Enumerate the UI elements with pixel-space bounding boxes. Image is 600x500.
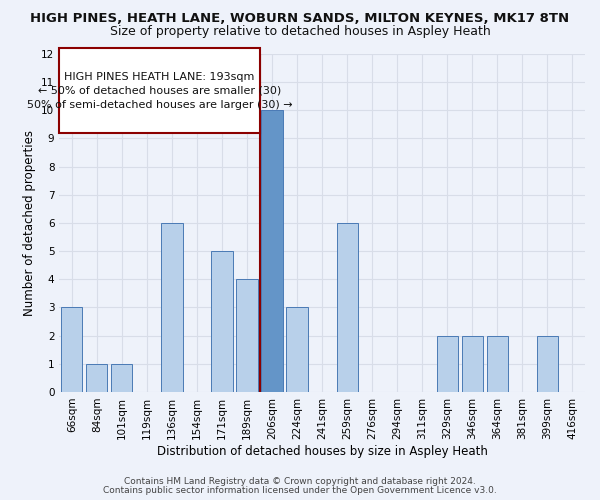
Text: HIGH PINES HEATH LANE: 193sqm
← 50% of detached houses are smaller (30)
50% of s: HIGH PINES HEATH LANE: 193sqm ← 50% of d… [26, 72, 292, 110]
Y-axis label: Number of detached properties: Number of detached properties [23, 130, 35, 316]
Text: Contains HM Land Registry data © Crown copyright and database right 2024.: Contains HM Land Registry data © Crown c… [124, 477, 476, 486]
X-axis label: Distribution of detached houses by size in Aspley Heath: Distribution of detached houses by size … [157, 444, 488, 458]
Bar [111, 364, 133, 392]
Text: Size of property relative to detached houses in Aspley Heath: Size of property relative to detached ho… [110, 25, 490, 38]
Bar [487, 336, 508, 392]
Bar [86, 364, 107, 392]
Text: Contains public sector information licensed under the Open Government Licence v3: Contains public sector information licen… [103, 486, 497, 495]
Bar [337, 223, 358, 392]
Bar [537, 336, 558, 392]
Bar [236, 280, 257, 392]
Text: HIGH PINES, HEATH LANE, WOBURN SANDS, MILTON KEYNES, MK17 8TN: HIGH PINES, HEATH LANE, WOBURN SANDS, MI… [31, 12, 569, 26]
Bar [59, 48, 260, 133]
Bar [461, 336, 483, 392]
Bar [161, 223, 182, 392]
Bar [437, 336, 458, 392]
Bar [286, 308, 308, 392]
Bar [262, 110, 283, 392]
Bar [211, 251, 233, 392]
Bar [61, 308, 82, 392]
